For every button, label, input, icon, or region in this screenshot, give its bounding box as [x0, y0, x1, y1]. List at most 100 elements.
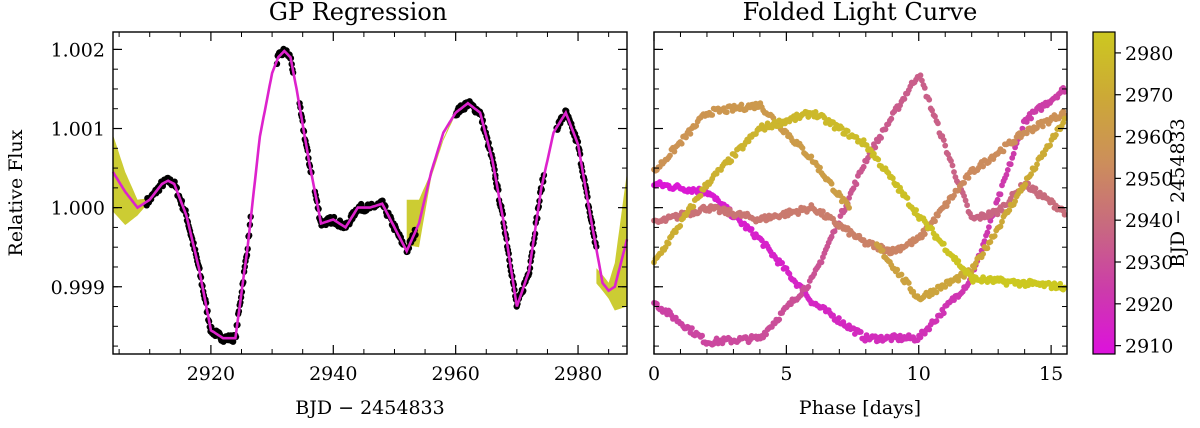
colorbar-tick-label: 2960	[1125, 127, 1173, 149]
folded-point	[1057, 280, 1064, 287]
folded-point	[860, 137, 867, 144]
folded-point	[831, 228, 838, 235]
folded-point	[984, 245, 991, 252]
colorbar-bar	[1092, 31, 1116, 355]
folded-point	[678, 140, 685, 147]
folded-point	[1023, 130, 1030, 137]
panel1-y-tick-label: 1.001	[51, 119, 105, 141]
folded-point	[940, 240, 947, 247]
folded-point	[1032, 185, 1039, 192]
gp-mean-line	[111, 49, 629, 340]
folded-point	[1004, 167, 1011, 173]
folded-point	[962, 197, 969, 204]
folded-point	[965, 175, 972, 181]
observed-data-points	[143, 45, 600, 345]
folded-point	[687, 130, 694, 137]
folded-point	[697, 192, 704, 199]
folded-point	[935, 120, 941, 127]
folded-point	[671, 148, 678, 155]
folded-point	[935, 212, 941, 219]
panel1-frame	[112, 31, 628, 355]
folded-point	[836, 315, 842, 321]
folded-point	[955, 277, 962, 284]
folded-point	[683, 134, 689, 141]
folded-point	[846, 204, 852, 211]
folded-point	[709, 112, 716, 118]
folded-point	[932, 113, 938, 120]
panel1-title: GP Regression	[269, 0, 447, 26]
folded-point	[1038, 107, 1045, 113]
panel1-x-tick-label: 2940	[309, 363, 357, 385]
folded-point	[882, 126, 889, 133]
folded-point	[820, 208, 826, 215]
folded-cycle-3	[651, 108, 1068, 257]
folded-point	[667, 152, 673, 159]
folded-point	[838, 125, 845, 131]
folded-point	[948, 158, 954, 164]
panel-gp-regression: GP Regression 2920 2940 2960 2980 0.999 1.00…	[5, 0, 629, 419]
panel2-title: Folded Light Curve	[743, 0, 978, 26]
folded-cycle-1	[651, 85, 1068, 345]
folded-point	[728, 158, 735, 165]
folded-point	[981, 238, 988, 245]
folded-point	[980, 251, 986, 257]
folded-point	[1061, 115, 1068, 122]
folded-point	[964, 202, 970, 209]
folded-point	[888, 115, 895, 122]
folded-point	[889, 175, 896, 182]
folded-point	[871, 150, 877, 157]
folded-point	[699, 332, 705, 339]
panel2-x-ticks: 0 5 10 15	[648, 32, 1063, 385]
folded-point	[799, 145, 806, 151]
folded-point	[745, 138, 752, 145]
folded-point	[1006, 207, 1013, 214]
folded-point	[792, 117, 799, 124]
folded-point	[997, 191, 1004, 198]
folded-point	[748, 226, 755, 232]
folded-point	[693, 122, 700, 129]
folded-point	[1051, 280, 1058, 287]
colorbar-tick-label: 2980	[1125, 43, 1173, 65]
folded-point	[904, 195, 911, 201]
folded-point	[830, 312, 836, 319]
folded-point	[933, 289, 940, 296]
folded-point	[997, 223, 1004, 230]
folded-point	[994, 196, 1001, 203]
folded-point	[844, 128, 851, 134]
folded-point	[980, 163, 986, 170]
folded-point	[929, 107, 935, 114]
folded-point	[949, 162, 956, 169]
folded-point	[763, 331, 769, 338]
folded-point	[940, 310, 947, 317]
panel1-y-tick-label: 1.000	[51, 198, 105, 220]
folded-point	[863, 142, 870, 149]
panel2-x-tick-label: 0	[648, 363, 660, 385]
colorbar-tick-label: 2970	[1125, 85, 1173, 107]
folded-point	[878, 135, 884, 141]
folded-point	[690, 203, 697, 210]
folded-point	[1034, 161, 1040, 168]
folded-point	[1025, 282, 1032, 289]
folded-point	[932, 218, 938, 225]
folded-point	[723, 109, 730, 116]
colorbar-label: BJD − 2454833	[1167, 118, 1189, 267]
folded-point	[926, 326, 933, 333]
folded-point	[706, 208, 713, 214]
folded-point	[665, 240, 672, 247]
folded-point	[951, 169, 957, 175]
folded-point	[872, 333, 879, 340]
folded-point	[846, 195, 852, 201]
folded-point	[970, 278, 976, 285]
colorbar-tick-label: 2940	[1125, 210, 1173, 232]
folded-point	[923, 220, 930, 227]
folded-point	[940, 137, 947, 144]
colorbar-tick-label: 2950	[1125, 168, 1173, 190]
folded-point	[999, 218, 1005, 225]
colorbar-ticks: 2910 2920 2930 2940 2950 2960 2970 2980	[1115, 43, 1173, 358]
folded-point	[917, 334, 924, 341]
folded-point	[984, 229, 991, 236]
folded-point	[961, 193, 967, 199]
folded-point	[738, 101, 745, 108]
folded-point	[677, 223, 684, 229]
